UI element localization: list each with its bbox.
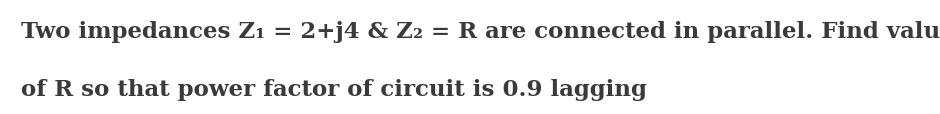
Text: Two impedances Z₁ = 2+j4 & Z₂ = R are connected in parallel. Find value: Two impedances Z₁ = 2+j4 & Z₂ = R are co… xyxy=(21,21,940,43)
Text: of R so that power factor of circuit is 0.9 lagging: of R so that power factor of circuit is … xyxy=(21,78,647,100)
